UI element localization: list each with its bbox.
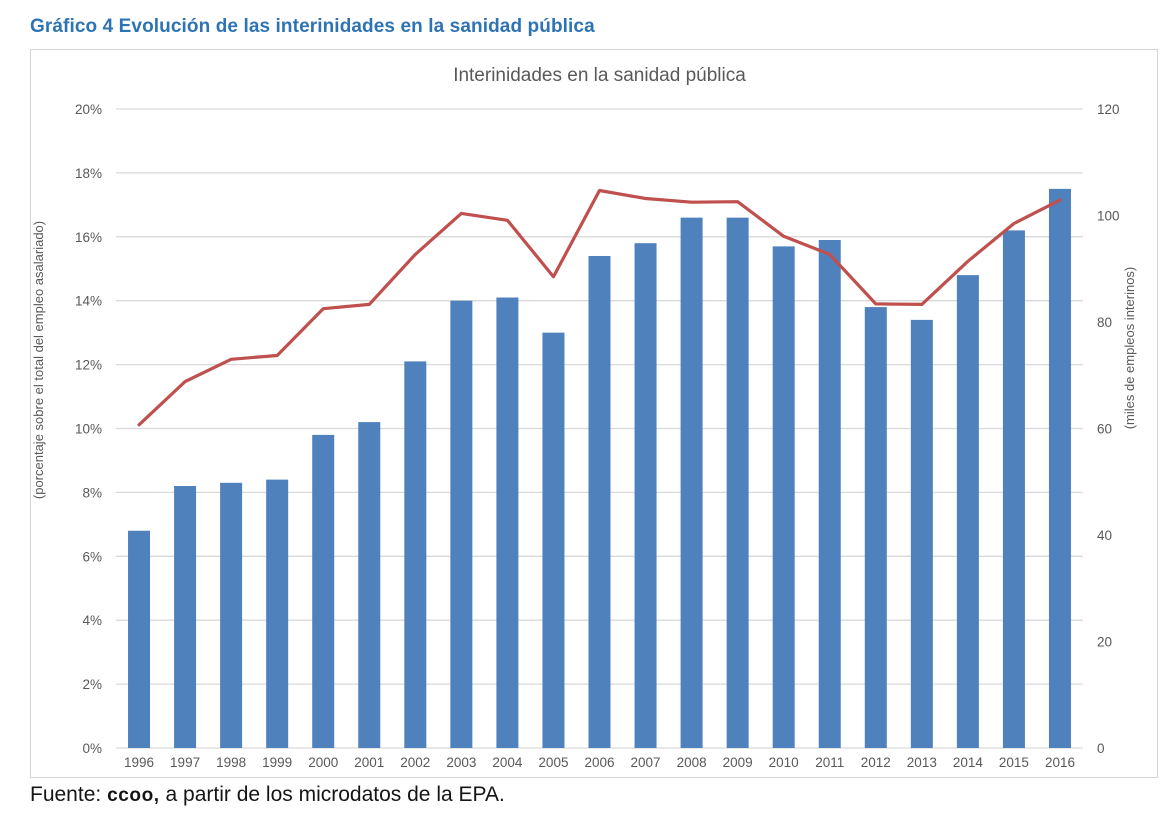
bar-2006 [588, 255, 611, 748]
left-axis-tick-label: 6% [82, 549, 102, 564]
right-axis-tick-label: 100 [1097, 209, 1120, 224]
source-note: Fuente: ccoo, a partir de los microdatos… [30, 783, 505, 807]
bar-2005 [542, 332, 565, 748]
bar-2014 [956, 275, 979, 748]
left-axis-tick-label: 14% [75, 294, 102, 309]
x-axis-tick-label: 2011 [815, 755, 844, 770]
x-axis-tick-label: 2003 [446, 755, 476, 770]
source-rest: a partir de los microdatos de la EPA. [159, 783, 505, 806]
left-axis-tick-label: 0% [82, 741, 102, 756]
left-axis-tick-label: 10% [75, 422, 102, 437]
bar-1997 [174, 486, 197, 748]
x-axis-tick-label: 2015 [999, 755, 1029, 770]
x-axis-tick-label: 2000 [308, 755, 338, 770]
bar-2001 [358, 422, 381, 748]
bar-2009 [726, 217, 749, 748]
x-axis-tick-label: 2013 [907, 755, 937, 770]
x-axis-tick-label: 2010 [769, 755, 799, 770]
left-axis-tick-label: 20% [75, 102, 102, 117]
left-axis-tick-label: 16% [75, 230, 102, 245]
bar-2003 [450, 300, 473, 748]
x-axis-tick-label: 2012 [861, 755, 891, 770]
left-axis-tick-label: 4% [82, 613, 102, 628]
x-axis-tick-label: 2001 [354, 755, 384, 770]
source-org: ccoo, [107, 785, 160, 806]
chart-container: Interinidades en la sanidad pública 0% 2% 4… [30, 49, 1158, 778]
line-series [137, 188, 1062, 427]
left-axis-title: (porcentaje sobre el total del empleo as… [31, 221, 46, 499]
x-axis-tick-label: 2016 [1045, 755, 1075, 770]
chart-canvas: Interinidades en la sanidad pública 0% 2% 4… [31, 65, 1137, 770]
source-prefix: Fuente: [30, 783, 108, 806]
x-axis-tick-label: 2009 [723, 755, 753, 770]
right-axis-tick-label: 80 [1097, 315, 1112, 330]
left-axis-tick-label: 2% [82, 677, 102, 692]
x-axis-tick-label: 2008 [677, 755, 707, 770]
x-axis-tick-label: 2014 [953, 755, 984, 770]
x-axis-tick-label: 1999 [262, 755, 292, 770]
bar-1996 [128, 530, 151, 748]
x-axis-tick-label: 2005 [538, 755, 568, 770]
bar-2008 [680, 217, 703, 748]
x-axis-tick-label: 2006 [584, 755, 614, 770]
right-axis-tick-label: 0 [1097, 741, 1105, 756]
left-axis-tick-label: 12% [75, 358, 102, 373]
right-axis-tick-label: 120 [1097, 102, 1120, 117]
right-axis-tick-label: 60 [1097, 422, 1112, 437]
bar-2016 [1048, 188, 1071, 748]
chart-title: Interinidades en la sanidad pública [453, 65, 746, 86]
bar-2015 [1002, 230, 1025, 748]
bar-2010 [772, 246, 795, 748]
left-axis-tick-label: 8% [82, 485, 102, 500]
bar-2000 [312, 434, 335, 748]
bar-1999 [266, 479, 289, 748]
x-axis-tick-label: 2002 [400, 755, 430, 770]
x-axis-tick-label: 1998 [216, 755, 246, 770]
right-axis-tick-label: 20 [1097, 635, 1112, 650]
right-axis-title: (miles de empleos interinos) [1122, 267, 1137, 430]
bar-2011 [818, 239, 841, 748]
bar-2013 [910, 319, 933, 748]
right-axis-tick-label: 40 [1097, 528, 1112, 543]
x-axis-tick-label: 1997 [170, 755, 200, 770]
bar-1998 [220, 482, 243, 748]
x-axis-tick-label: 2007 [631, 755, 661, 770]
x-axis-tick-label: 2004 [492, 755, 523, 770]
figure-heading: Gráfico 4 Evolución de las interinidades… [30, 16, 595, 37]
left-axis-tick-label: 18% [75, 166, 102, 181]
bar-2004 [496, 297, 519, 748]
bar-2002 [404, 361, 427, 748]
x-axis-tick-label: 1996 [124, 755, 154, 770]
bar-2012 [864, 307, 887, 748]
bar-2007 [634, 243, 657, 748]
